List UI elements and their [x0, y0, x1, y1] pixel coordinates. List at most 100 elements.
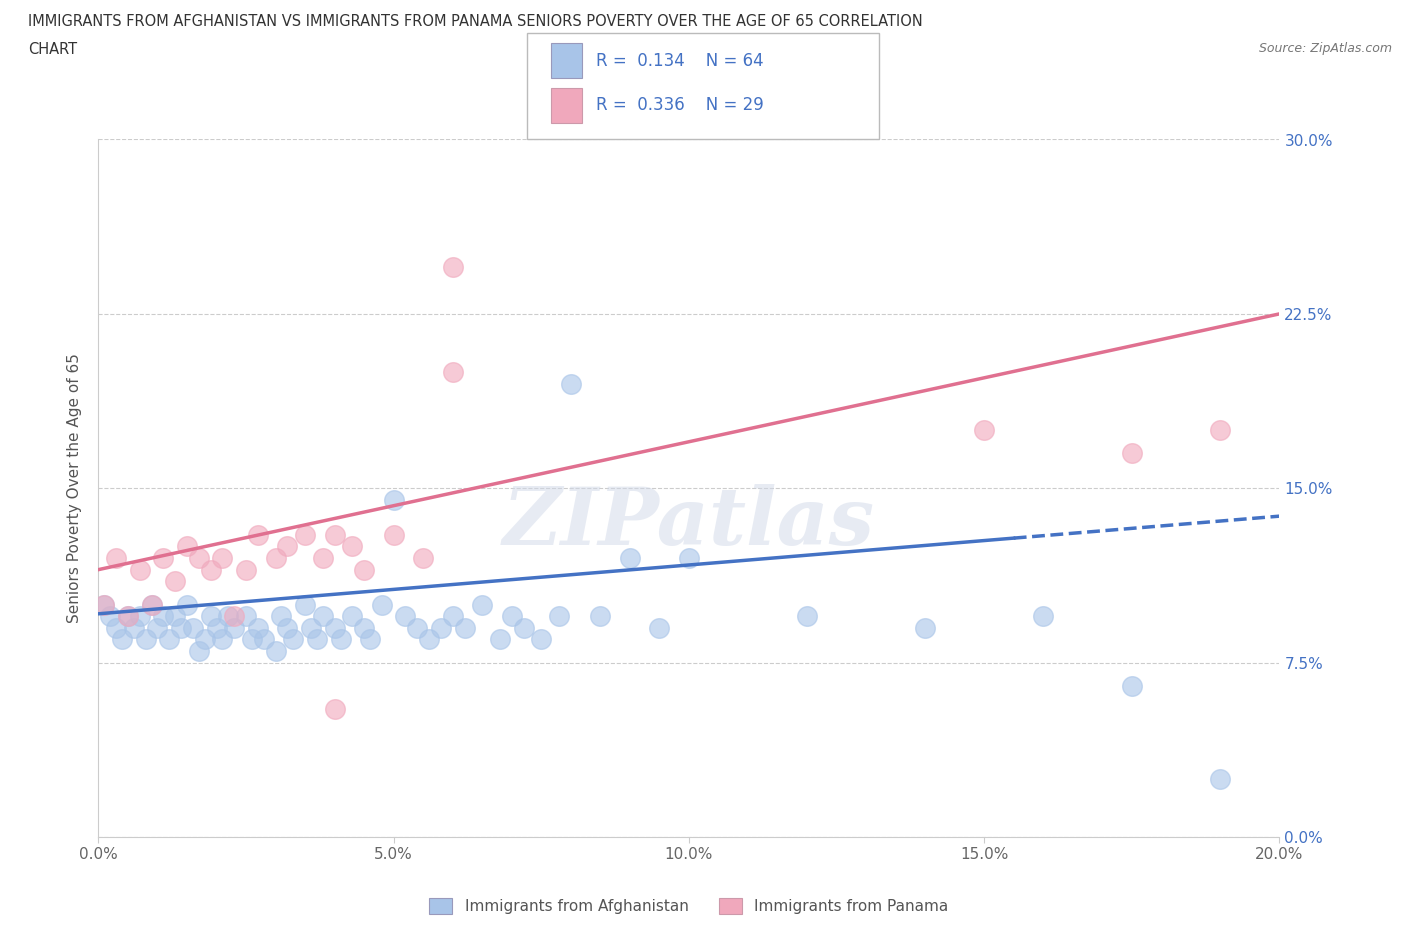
- Point: [412, 551, 434, 565]
- Legend: Immigrants from Afghanistan, Immigrants from Panama: Immigrants from Afghanistan, Immigrants …: [423, 892, 955, 920]
- Point: [406, 620, 429, 635]
- Point: [117, 609, 139, 624]
- Point: [165, 609, 187, 624]
- Point: [342, 539, 364, 554]
- Point: [235, 609, 257, 624]
- Point: [176, 539, 198, 554]
- Point: [93, 597, 115, 612]
- Point: [501, 609, 523, 624]
- Point: [796, 609, 818, 624]
- Point: [176, 597, 198, 612]
- Point: [489, 632, 512, 647]
- Point: [305, 632, 328, 647]
- Point: [117, 609, 139, 624]
- Point: [187, 551, 209, 565]
- Point: [152, 551, 174, 565]
- Point: [152, 609, 174, 624]
- Point: [914, 620, 936, 635]
- Point: [264, 644, 287, 658]
- Point: [441, 609, 464, 624]
- Text: ZIPatlas: ZIPatlas: [503, 485, 875, 562]
- Point: [165, 574, 187, 589]
- Point: [157, 632, 180, 647]
- Point: [359, 632, 381, 647]
- Point: [441, 259, 464, 275]
- Point: [312, 609, 335, 624]
- Point: [394, 609, 416, 624]
- Point: [128, 562, 150, 577]
- Point: [648, 620, 671, 635]
- Point: [353, 562, 375, 577]
- Point: [200, 562, 222, 577]
- Point: [548, 609, 571, 624]
- Point: [240, 632, 263, 647]
- Point: [353, 620, 375, 635]
- Point: [224, 620, 246, 635]
- Point: [264, 551, 287, 565]
- Point: [205, 620, 228, 635]
- Y-axis label: Seniors Poverty Over the Age of 65: Seniors Poverty Over the Age of 65: [67, 353, 83, 623]
- Point: [312, 551, 335, 565]
- Point: [93, 597, 115, 612]
- Point: [283, 632, 305, 647]
- Point: [329, 632, 352, 647]
- Point: [211, 551, 233, 565]
- Point: [323, 527, 346, 542]
- Point: [235, 562, 257, 577]
- Point: [382, 527, 405, 542]
- Point: [217, 609, 239, 624]
- Point: [323, 620, 346, 635]
- Point: [294, 527, 316, 542]
- Point: [1209, 422, 1232, 438]
- Point: [299, 620, 322, 635]
- Text: R =  0.134    N = 64: R = 0.134 N = 64: [596, 51, 763, 70]
- Point: [619, 551, 641, 565]
- Point: [294, 597, 316, 612]
- Point: [194, 632, 217, 647]
- Text: R =  0.336    N = 29: R = 0.336 N = 29: [596, 97, 763, 114]
- Point: [128, 609, 150, 624]
- Point: [105, 620, 128, 635]
- Point: [211, 632, 233, 647]
- Point: [371, 597, 394, 612]
- Point: [105, 551, 128, 565]
- Point: [270, 609, 292, 624]
- Point: [560, 376, 582, 391]
- Point: [187, 644, 209, 658]
- Point: [135, 632, 157, 647]
- Point: [111, 632, 134, 647]
- Point: [589, 609, 612, 624]
- Point: [1121, 679, 1143, 694]
- Point: [530, 632, 553, 647]
- Point: [471, 597, 494, 612]
- Text: Source: ZipAtlas.com: Source: ZipAtlas.com: [1258, 42, 1392, 55]
- Point: [1032, 609, 1054, 624]
- Point: [276, 539, 298, 554]
- Point: [418, 632, 440, 647]
- Point: [122, 620, 145, 635]
- Point: [224, 609, 246, 624]
- Point: [678, 551, 700, 565]
- Point: [342, 609, 364, 624]
- Point: [973, 422, 995, 438]
- Point: [276, 620, 298, 635]
- Point: [323, 701, 346, 716]
- Point: [430, 620, 453, 635]
- Point: [200, 609, 222, 624]
- Point: [246, 527, 269, 542]
- Point: [141, 597, 163, 612]
- Point: [170, 620, 193, 635]
- Point: [253, 632, 276, 647]
- Point: [453, 620, 475, 635]
- Text: CHART: CHART: [28, 42, 77, 57]
- Point: [98, 609, 121, 624]
- Point: [512, 620, 534, 635]
- Text: IMMIGRANTS FROM AFGHANISTAN VS IMMIGRANTS FROM PANAMA SENIORS POVERTY OVER THE A: IMMIGRANTS FROM AFGHANISTAN VS IMMIGRANT…: [28, 14, 922, 29]
- Point: [441, 365, 464, 379]
- Point: [1209, 772, 1232, 787]
- Point: [246, 620, 269, 635]
- Point: [146, 620, 169, 635]
- Point: [382, 493, 405, 508]
- Point: [181, 620, 204, 635]
- Point: [141, 597, 163, 612]
